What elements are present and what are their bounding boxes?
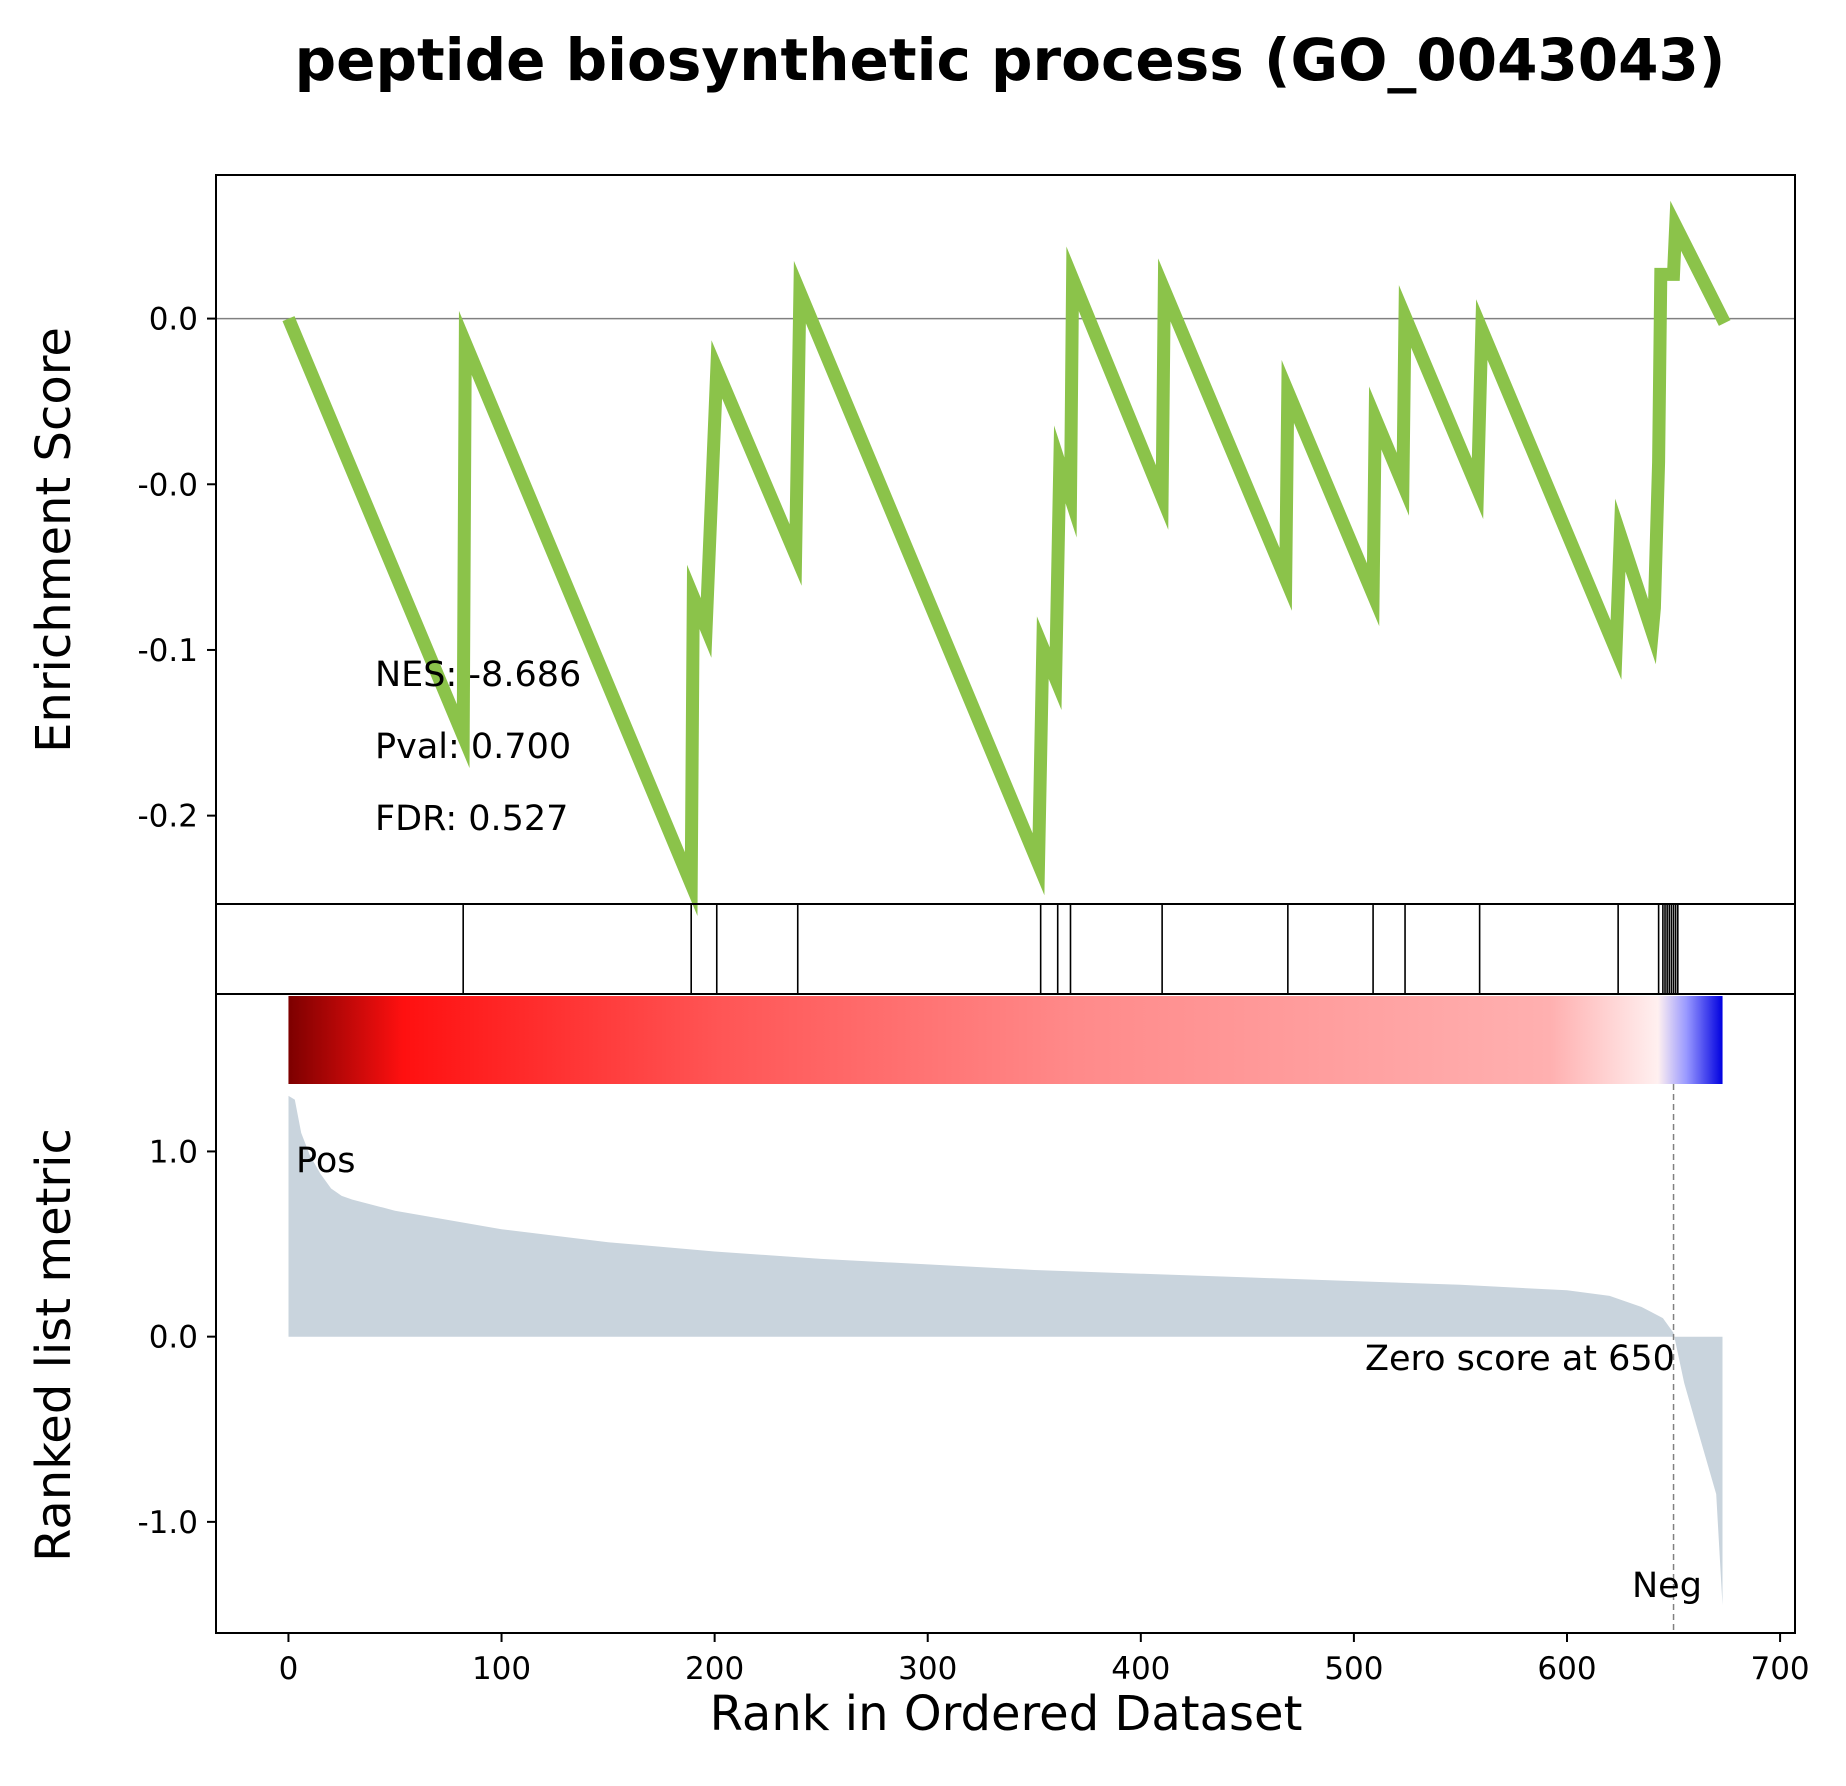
- x-tick-label: 300: [898, 1651, 957, 1687]
- hits-plot-frame: [215, 903, 1796, 995]
- x-axis-label: Rank in Ordered Dataset: [710, 1686, 1303, 1742]
- nes-label: NES: -8.686: [375, 655, 581, 695]
- gene-hits-panel: [215, 903, 1796, 995]
- zero-score-label: Zero score at 650: [1365, 1339, 1675, 1379]
- x-tick-label: 400: [1111, 1651, 1170, 1687]
- enrichment-y-tick-label: 0.0: [149, 302, 198, 338]
- x-tick-label: 700: [1750, 1651, 1809, 1687]
- fdr-label: FDR: 0.527: [375, 799, 568, 839]
- enrichment-score-line: [282, 200, 1731, 916]
- ranked-metric-y-axis-label: Ranked list metric: [26, 1128, 82, 1562]
- enrichment-score-panel: 0.0-0.0-0.1-0.2 NES: -8.686 Pval: 0.700 …: [26, 174, 1796, 916]
- pos-label: Pos: [296, 1141, 356, 1181]
- enrichment-y-tick-label: -0.1: [138, 633, 199, 669]
- gene-hit-marks: [462, 904, 1679, 994]
- x-tick-label: 500: [1324, 1651, 1383, 1687]
- ranked-metric-y-tick-label: 1.0: [149, 1134, 198, 1170]
- pval-label: Pval: 0.700: [375, 727, 571, 767]
- ranked-metric-y-tick-label: 0.0: [149, 1320, 198, 1356]
- enrichment-y-axis-label: Enrichment Score: [26, 327, 82, 753]
- x-axis-ticks: 0 100 200 300 400 500 600 700: [279, 1633, 1810, 1687]
- x-tick-label: 200: [685, 1651, 744, 1687]
- ranked-metric-y-tick-label: -1.0: [138, 1505, 199, 1541]
- x-tick-label: 600: [1537, 1651, 1596, 1687]
- x-tick-label: 100: [472, 1651, 531, 1687]
- ranked-metric-plot-frame: [215, 993, 1796, 1634]
- rank-color-bar: [288, 996, 1723, 1084]
- enrichment-y-tick-label: -0.0: [138, 467, 199, 503]
- enrichment-y-tick-label: -0.2: [138, 799, 199, 835]
- x-tick-label: 0: [279, 1651, 299, 1687]
- ranked-metric-panel: 1.0 0.0 -1.0 0 100 200 300 400 500 600 700 Pos Ne…: [26, 993, 1810, 1742]
- ranked-metric-y-ticks: 1.0 0.0 -1.0: [138, 1134, 216, 1541]
- chart-title: peptide biosynthetic process (GO_0043043…: [295, 26, 1726, 94]
- neg-label: Neg: [1632, 1566, 1702, 1606]
- enrichment-y-ticks: 0.0 -0.0 -0.1 -0.2: [138, 302, 216, 835]
